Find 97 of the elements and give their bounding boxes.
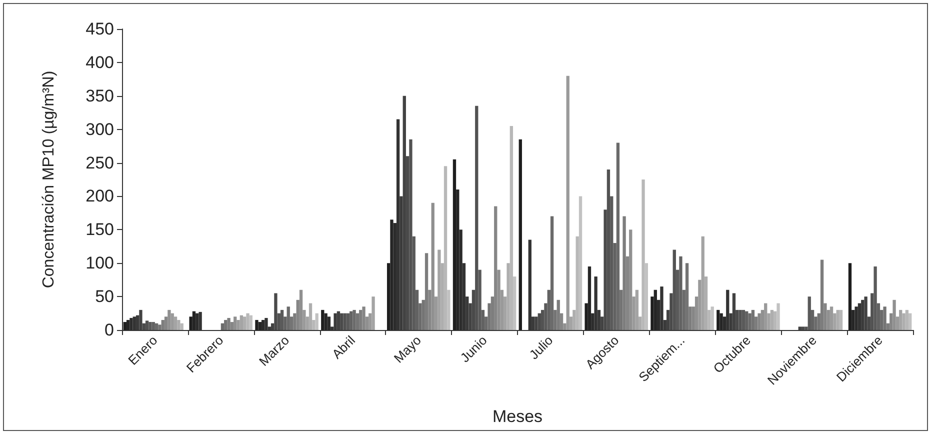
y-tick-label: 200 [86, 186, 114, 206]
bar [240, 315, 244, 330]
bar [180, 323, 184, 330]
bar [848, 263, 852, 330]
bar [350, 311, 353, 330]
bar [716, 310, 720, 330]
bar [444, 166, 448, 330]
bar [534, 316, 538, 330]
bar [168, 310, 171, 330]
bar [177, 320, 180, 330]
bar [494, 206, 498, 330]
bar [550, 216, 554, 330]
bar [679, 256, 682, 330]
bar [324, 313, 328, 330]
bar [308, 303, 312, 330]
y-tick-label: 100 [86, 254, 114, 273]
bar [908, 313, 912, 330]
bar [738, 310, 742, 330]
bar [839, 310, 843, 330]
bar [874, 266, 877, 330]
bar [830, 306, 834, 330]
bar [808, 296, 811, 330]
bar [758, 313, 761, 330]
bar [154, 323, 158, 330]
bar [732, 293, 736, 330]
bar [629, 230, 632, 330]
bar [390, 220, 394, 330]
bar [883, 306, 886, 330]
y-axis-title: Concentración MP10 (µg/m³N) [40, 70, 58, 288]
y-tick-label: 400 [86, 52, 114, 72]
y-tick-label: 350 [86, 86, 114, 106]
bar [801, 326, 805, 330]
bar [258, 322, 262, 330]
x-axis-title: Meses [492, 407, 543, 426]
bar [286, 306, 290, 330]
bar [170, 313, 174, 330]
bar [299, 290, 303, 330]
bar [148, 322, 152, 330]
y-tick-label: 0 [104, 320, 114, 340]
bar [642, 180, 645, 330]
bar [899, 310, 902, 330]
bar [701, 236, 704, 330]
bar [566, 76, 570, 330]
bar [556, 300, 560, 330]
bar [710, 306, 714, 330]
bar [340, 313, 344, 330]
bar [161, 320, 164, 330]
bar [224, 320, 228, 330]
bar [372, 296, 375, 330]
bar [123, 322, 126, 330]
bar [402, 96, 406, 330]
bar [192, 311, 196, 330]
bar [249, 315, 253, 330]
bar [588, 266, 592, 330]
bar [864, 296, 868, 330]
bar [274, 293, 278, 330]
bar [622, 216, 626, 330]
bar [672, 250, 676, 330]
bar [475, 106, 478, 330]
bar [126, 320, 130, 330]
bar [798, 326, 802, 330]
y-tick-label: 300 [86, 120, 114, 139]
y-tick-label: 150 [86, 220, 114, 240]
bar [538, 313, 541, 330]
bar [510, 126, 514, 330]
bar [720, 313, 723, 330]
bar [424, 253, 428, 330]
bar [764, 303, 768, 330]
bar [751, 310, 755, 330]
bar [776, 303, 780, 330]
bar [315, 313, 318, 330]
bar [654, 290, 657, 330]
bar [255, 320, 258, 330]
bar [892, 300, 896, 330]
y-tick-label: 250 [86, 153, 114, 172]
y-tick-label: 450 [86, 20, 114, 38]
bar [220, 323, 224, 330]
bar [820, 260, 824, 330]
bar [362, 306, 366, 330]
bar [321, 310, 324, 330]
bar [745, 311, 748, 330]
bar [431, 202, 434, 330]
bar [343, 313, 346, 330]
bar [438, 250, 441, 330]
bar [616, 142, 620, 330]
x-tick-label: Julio [526, 332, 556, 362]
bar [685, 263, 689, 330]
bar [139, 310, 142, 330]
bar [234, 316, 237, 330]
bar [518, 139, 522, 330]
bar [452, 159, 456, 330]
bar [635, 290, 639, 330]
y-tick-label: 50 [95, 287, 114, 306]
bar [280, 310, 284, 330]
bar [578, 196, 582, 330]
bar [174, 316, 178, 330]
bar [409, 139, 412, 330]
